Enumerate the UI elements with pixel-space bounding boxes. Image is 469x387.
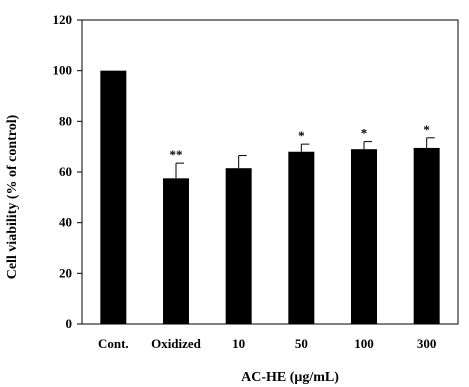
- bar-3: [288, 151, 315, 324]
- y-tick-label: 60: [59, 164, 72, 179]
- x-category-label: Oxidized: [151, 336, 202, 351]
- y-tick-label: 40: [59, 215, 72, 230]
- y-tick-label: 20: [59, 265, 72, 280]
- significance-label: *: [423, 122, 430, 137]
- plot-frame: [81, 19, 459, 325]
- plot-area: 0 20 40 60 80 100 120 Cont. ** Oxidized 10 * 50 * 100 *…: [53, 12, 459, 351]
- y-axis-title: Cell viability (% of control): [5, 114, 20, 279]
- bar-4: [351, 149, 377, 324]
- x-category-label: 100: [354, 336, 374, 351]
- y-tick-label: 0: [66, 316, 73, 331]
- x-category-label: 10: [232, 336, 245, 351]
- bar-5: [413, 147, 440, 324]
- y-tick-label: 120: [53, 12, 73, 27]
- x-category-label: 50: [295, 336, 308, 351]
- x-category-label: 300: [417, 336, 437, 351]
- significance-label: *: [298, 128, 305, 143]
- bar-1: [163, 178, 189, 324]
- x-axis-title: AC-HE (μg/mL): [241, 370, 339, 385]
- bar-2: [225, 168, 252, 324]
- significance-label: *: [361, 126, 368, 141]
- y-tick-label: 80: [59, 113, 72, 128]
- y-tick-label: 100: [53, 63, 73, 78]
- bar-0: [100, 70, 127, 325]
- significance-label: **: [170, 147, 183, 162]
- x-category-label: Cont.: [98, 336, 129, 351]
